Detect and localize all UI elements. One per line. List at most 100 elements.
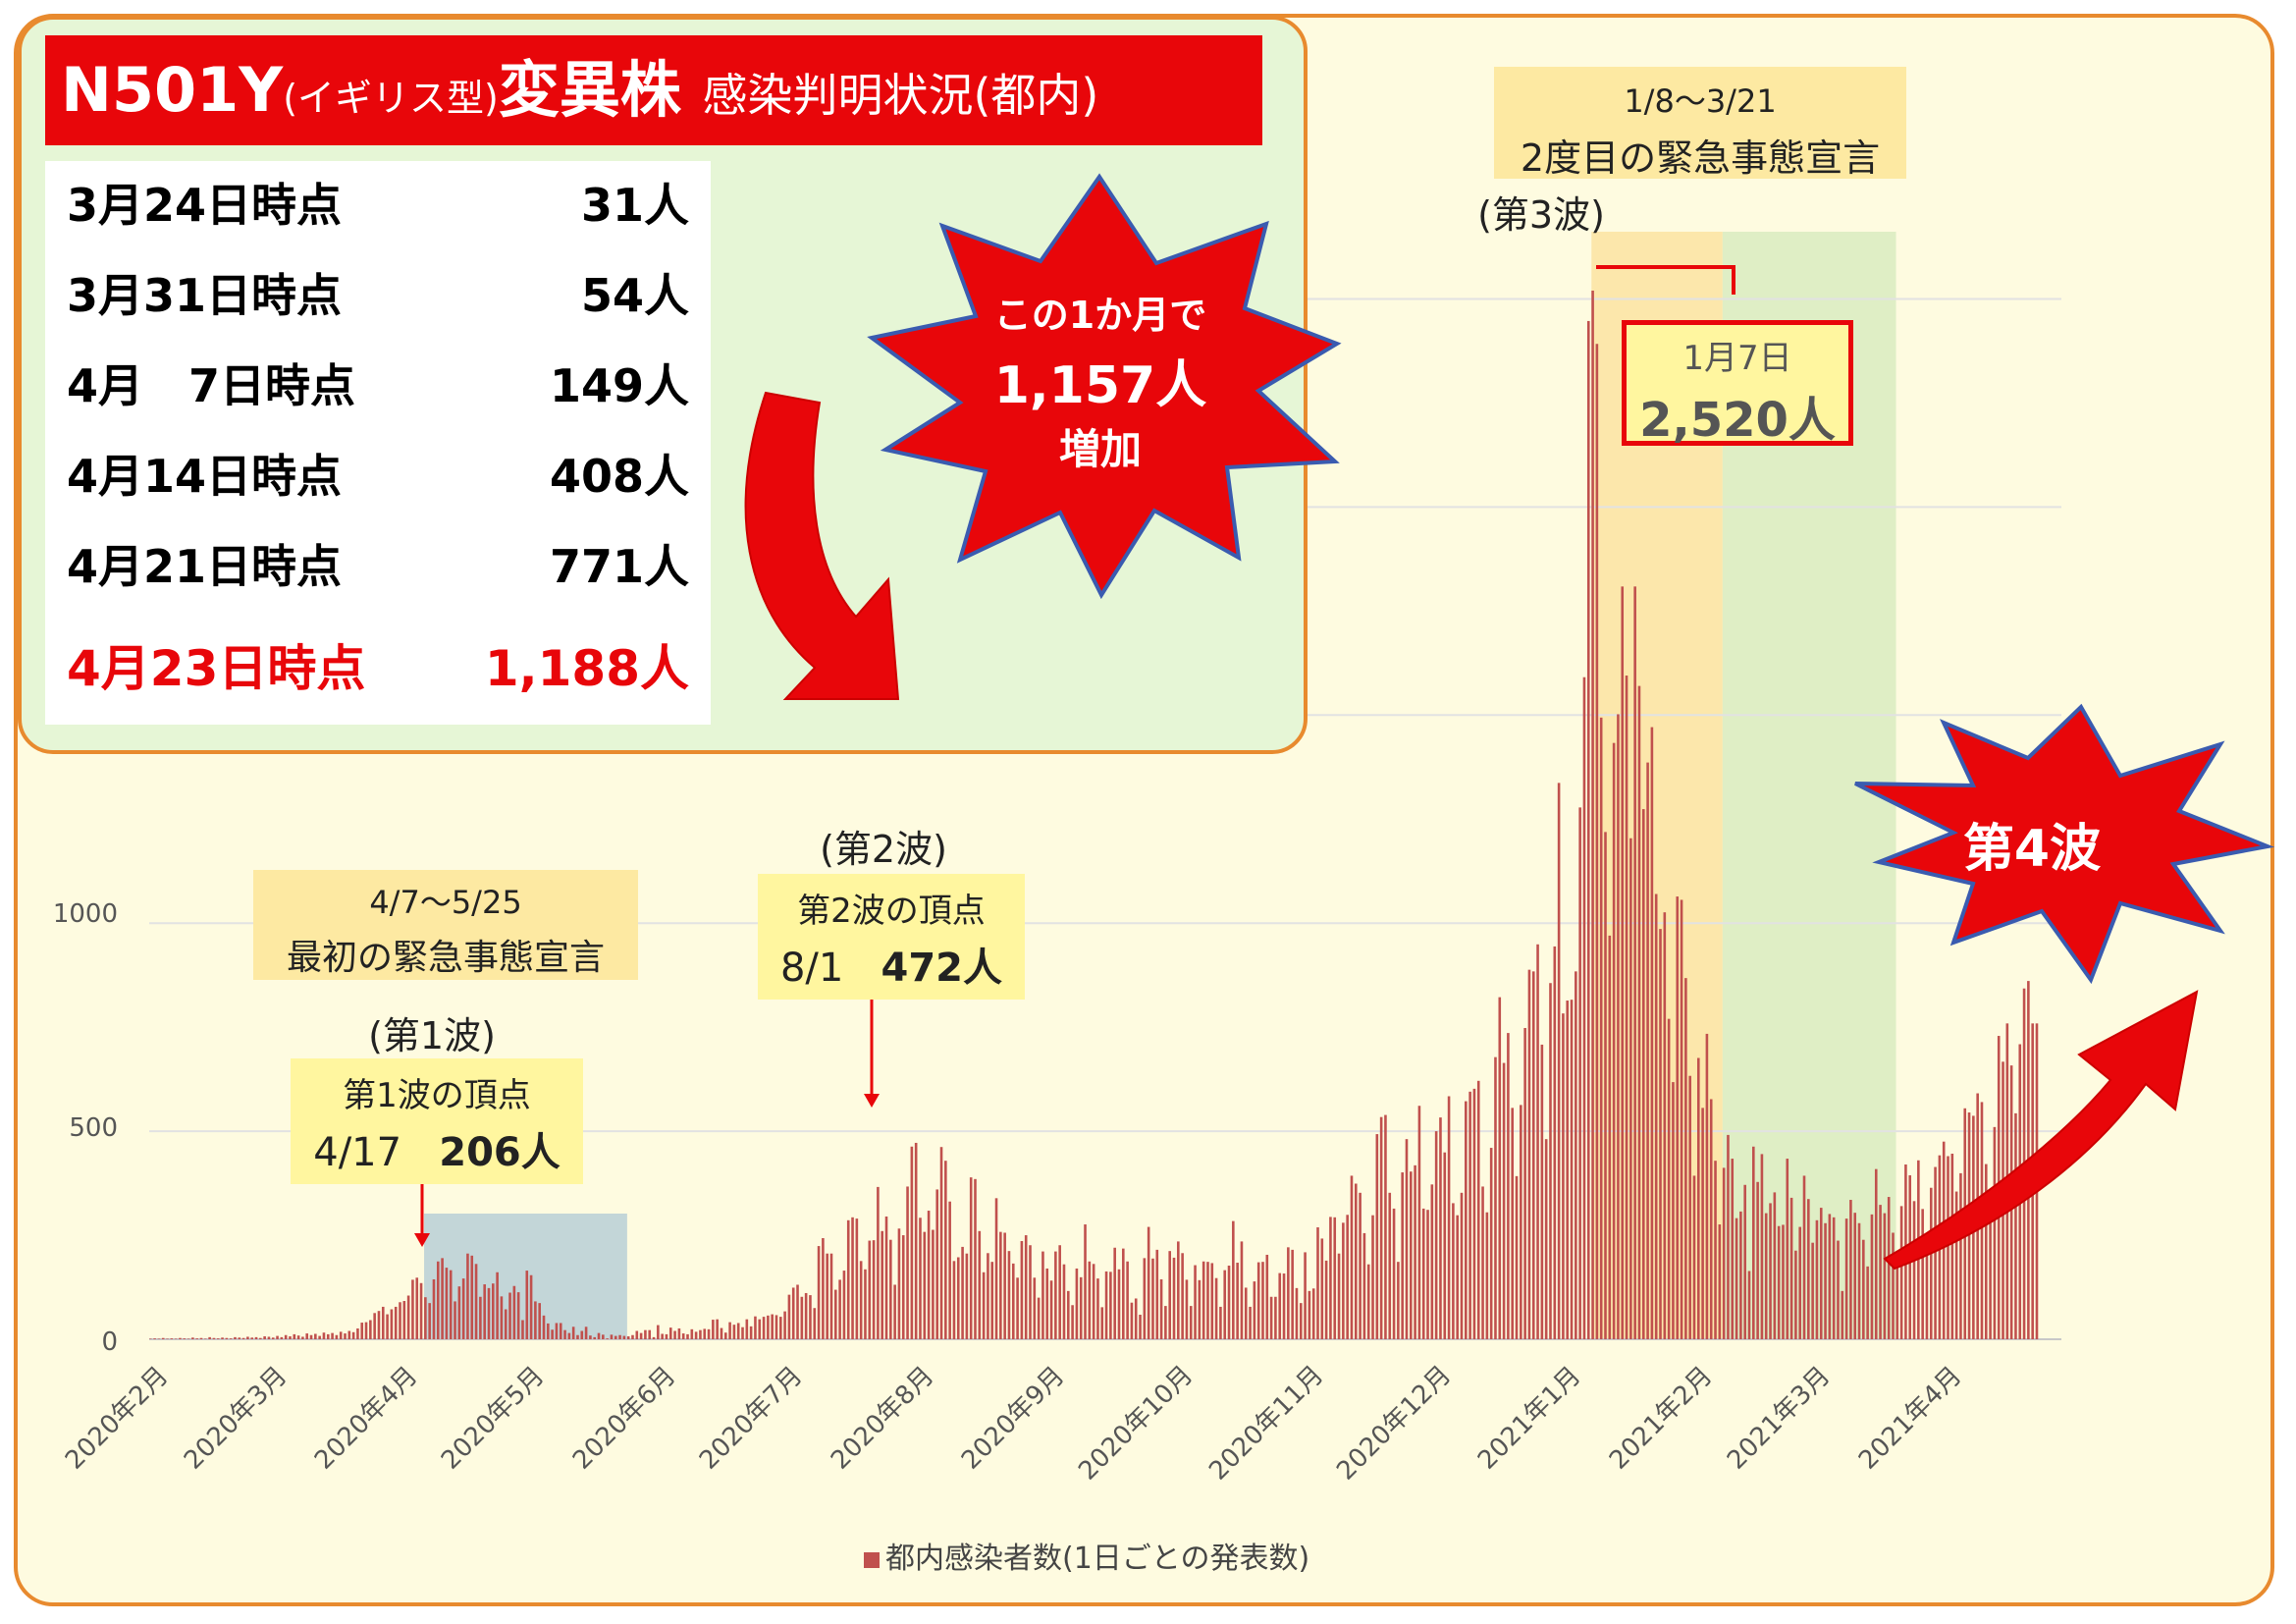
peak3-bracket bbox=[1596, 265, 1735, 295]
bar bbox=[859, 1261, 863, 1339]
bar bbox=[1650, 727, 1654, 1339]
bar bbox=[580, 1330, 584, 1339]
bar bbox=[935, 1189, 939, 1339]
bar bbox=[1316, 1227, 1319, 1339]
bar bbox=[229, 1338, 233, 1339]
bar bbox=[618, 1334, 621, 1339]
bar bbox=[826, 1253, 828, 1339]
bar bbox=[276, 1335, 279, 1339]
bar bbox=[1617, 714, 1620, 1339]
bar bbox=[1824, 1222, 1827, 1339]
bar bbox=[631, 1334, 634, 1339]
bar bbox=[804, 1292, 808, 1339]
bar bbox=[157, 1338, 161, 1339]
bar bbox=[593, 1336, 597, 1339]
bar bbox=[1828, 1214, 1832, 1339]
bar bbox=[1629, 838, 1632, 1339]
bar bbox=[1100, 1307, 1104, 1339]
bar bbox=[508, 1292, 511, 1339]
bar bbox=[927, 1211, 931, 1339]
bar bbox=[1172, 1257, 1176, 1339]
bar bbox=[754, 1316, 757, 1339]
bar bbox=[728, 1322, 731, 1339]
bar bbox=[1405, 1139, 1409, 1339]
bar bbox=[1798, 1226, 1801, 1339]
bar bbox=[1359, 1192, 1362, 1339]
bar bbox=[1782, 1224, 1785, 1339]
bar bbox=[576, 1334, 579, 1339]
bar bbox=[195, 1338, 198, 1339]
bar bbox=[1520, 1105, 1522, 1339]
bar bbox=[703, 1328, 707, 1339]
bar bbox=[919, 1218, 922, 1339]
bar bbox=[809, 1295, 812, 1339]
bar bbox=[796, 1284, 799, 1339]
bar bbox=[1950, 1153, 1954, 1339]
bar bbox=[1130, 1302, 1134, 1339]
bar bbox=[1016, 1277, 1019, 1339]
bar bbox=[432, 1278, 436, 1339]
bar bbox=[179, 1337, 182, 1339]
bar bbox=[166, 1338, 169, 1339]
bar bbox=[1578, 807, 1581, 1339]
bar bbox=[881, 1230, 883, 1339]
bar bbox=[910, 1146, 914, 1339]
bar bbox=[1113, 1247, 1116, 1339]
bar bbox=[884, 1216, 888, 1339]
bar bbox=[402, 1301, 406, 1339]
status-row-latest: 4月23日時点 1,188人 bbox=[67, 640, 689, 697]
bar bbox=[504, 1309, 507, 1339]
bar bbox=[1637, 685, 1641, 1339]
bar bbox=[563, 1329, 566, 1339]
bar bbox=[1401, 1172, 1404, 1339]
bar bbox=[1354, 1183, 1358, 1339]
bar bbox=[1874, 1168, 1878, 1339]
bar bbox=[610, 1334, 614, 1339]
bar bbox=[1989, 1212, 1992, 1339]
bar bbox=[1557, 783, 1561, 1339]
bar bbox=[1256, 1262, 1260, 1339]
bar bbox=[1465, 1101, 1468, 1339]
bar bbox=[1092, 1264, 1095, 1339]
bar bbox=[932, 1229, 934, 1339]
bar bbox=[965, 1253, 969, 1339]
bar bbox=[1414, 1164, 1416, 1339]
bar bbox=[923, 1231, 927, 1339]
bar bbox=[1096, 1278, 1099, 1339]
bar bbox=[783, 1311, 786, 1339]
bar bbox=[1443, 1152, 1447, 1339]
bar bbox=[1346, 1215, 1349, 1339]
bar bbox=[492, 1283, 495, 1339]
bar bbox=[661, 1333, 664, 1339]
bar bbox=[1476, 1080, 1480, 1339]
bar bbox=[280, 1336, 284, 1339]
bar bbox=[846, 1219, 850, 1339]
bar bbox=[855, 1218, 859, 1339]
bar bbox=[1236, 1263, 1239, 1339]
bar bbox=[1841, 1290, 1844, 1339]
bar bbox=[1219, 1306, 1222, 1339]
bar bbox=[381, 1306, 385, 1339]
bar bbox=[373, 1313, 376, 1339]
bar bbox=[767, 1315, 770, 1339]
bar bbox=[1155, 1249, 1159, 1339]
bar bbox=[1447, 1096, 1451, 1339]
bar bbox=[1434, 1131, 1438, 1339]
bar bbox=[944, 1161, 947, 1339]
bar bbox=[161, 1337, 165, 1339]
bar bbox=[1033, 1277, 1037, 1339]
bar bbox=[1773, 1192, 1777, 1339]
bar bbox=[1007, 1251, 1011, 1339]
bar bbox=[246, 1336, 249, 1339]
bar bbox=[1194, 1265, 1197, 1339]
bar bbox=[779, 1317, 782, 1339]
bar bbox=[1342, 1222, 1345, 1339]
bar bbox=[496, 1272, 499, 1339]
bar bbox=[1143, 1258, 1147, 1339]
bar bbox=[445, 1268, 449, 1339]
legend-swatch bbox=[864, 1552, 880, 1568]
bar bbox=[1731, 1159, 1735, 1339]
bar bbox=[571, 1326, 575, 1339]
bar bbox=[1870, 1214, 1874, 1339]
bar bbox=[1633, 586, 1636, 1339]
